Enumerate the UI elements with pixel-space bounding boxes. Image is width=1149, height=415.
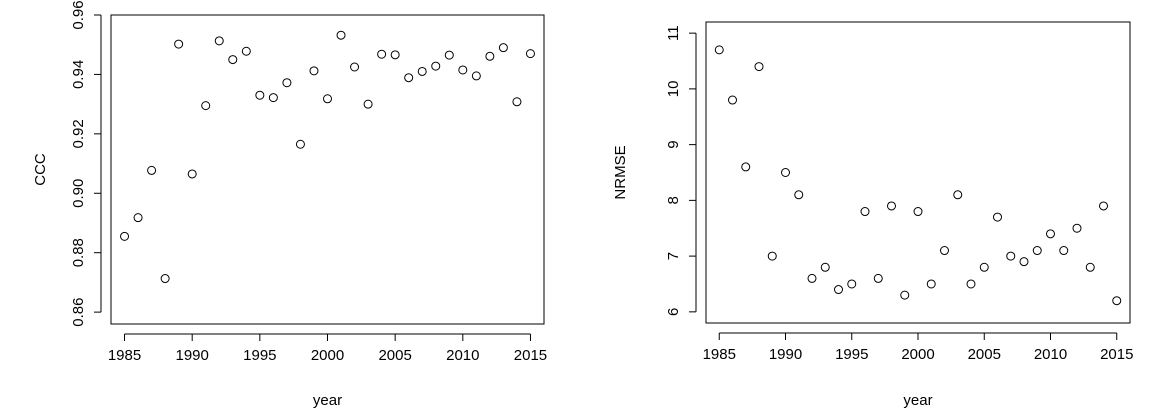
- nrmse-y-axis-label: NRMSE: [612, 145, 629, 199]
- nrmse-data-point: [887, 201, 896, 211]
- ccc-data-point: [498, 43, 508, 53]
- nrmse-data-point: [767, 251, 777, 261]
- ccc-data-point: [512, 97, 522, 107]
- ccc-data-point: [525, 49, 535, 59]
- ccc-y-axis-label: CCC: [32, 153, 49, 186]
- nrmse-y-tick-label: 9: [665, 140, 682, 148]
- nrmse-y-tick-label: 10: [665, 81, 682, 98]
- ccc-data-point: [444, 50, 454, 60]
- ccc-y-tick-label: 0.92: [70, 119, 87, 148]
- nrmse-data-point: [926, 279, 936, 289]
- nrmse-data-point: [940, 246, 949, 256]
- ccc-x-tick-label: 2005: [378, 347, 411, 364]
- nrmse-data-point: [781, 168, 790, 177]
- nrmse-x-tick-label: 1985: [703, 346, 736, 363]
- nrmse-data-point: [1112, 296, 1122, 306]
- ccc-data-point: [363, 99, 373, 109]
- ccc-data-point: [471, 71, 481, 81]
- ccc-data-point: [133, 213, 143, 223]
- ccc-x-tick-label: 1985: [108, 347, 141, 364]
- ccc-data-point: [201, 101, 211, 111]
- nrmse-x-tick-label: 2010: [1034, 346, 1067, 363]
- ccc-data-point: [120, 231, 130, 241]
- ccc-x-tick-label: 1995: [243, 347, 276, 364]
- nrmse-x-axis-label: year: [903, 392, 932, 409]
- nrmse-data-point: [1032, 246, 1042, 256]
- nrmse-data-point: [1019, 257, 1029, 267]
- ccc-data-point: [350, 62, 360, 72]
- ccc-y-tick-label: 0.96: [70, 0, 87, 29]
- nrmse-data-point: [913, 207, 923, 217]
- nrmse-data-point: [820, 262, 830, 272]
- ccc-data-point: [214, 36, 224, 46]
- ccc-x-tick-label: 1990: [176, 347, 209, 364]
- nrmse-plot-frame: [705, 21, 1131, 324]
- nrmse-data-point: [993, 212, 1002, 222]
- ccc-x-tick-label: 2010: [446, 347, 479, 364]
- ccc-y-tick-label: 0.94: [70, 60, 87, 89]
- nrmse-x-tick-label: 1990: [769, 346, 802, 363]
- nrmse-data-point: [754, 62, 764, 72]
- ccc-data-point: [417, 66, 427, 76]
- nrmse-y-tick-label: 8: [665, 196, 682, 204]
- nrmse-data-point: [794, 190, 804, 200]
- nrmse-data-point: [1006, 251, 1016, 261]
- ccc-x-tick-label: 2000: [311, 347, 344, 364]
- ccc-x-tick-label: 2015: [514, 347, 547, 364]
- nrmse-data-point: [1059, 246, 1069, 256]
- nrmse-x-tick-label: 1995: [835, 346, 868, 363]
- nrmse-y-tick-label: 7: [665, 252, 682, 260]
- nrmse-data-point: [1046, 229, 1055, 239]
- ccc-scatter-panel: 1985 1990 1995 2000 2005 2010 2015 0.86 0.88 0.90…: [32, 0, 547, 409]
- ccc-data-point: [241, 46, 251, 56]
- nrmse-data-point: [873, 273, 883, 283]
- nrmse-y-tick-label: 11: [665, 25, 682, 41]
- ccc-data-point: [160, 274, 170, 284]
- nrmse-data-point: [714, 45, 724, 55]
- nrmse-data-point: [1085, 262, 1095, 272]
- ccc-data-point: [431, 61, 441, 71]
- ccc-y-tick-label: 0.88: [70, 238, 87, 267]
- nrmse-data-point: [834, 285, 843, 295]
- ccc-x-axis-label: year: [313, 392, 342, 409]
- ccc-data-point: [390, 50, 400, 60]
- nrmse-data-point: [900, 290, 910, 300]
- ccc-data-point: [147, 165, 157, 175]
- nrmse-data-point: [741, 162, 751, 172]
- nrmse-scatter-panel: 1985 1990 1995 2000 2005 2010 2015 6 7 8 9 10 11 year…: [612, 21, 1133, 409]
- nrmse-data-point: [847, 279, 857, 289]
- ccc-data-point: [174, 39, 184, 49]
- ccc-data-point: [377, 49, 387, 59]
- ccc-data-point: [228, 55, 238, 65]
- ccc-y-tick-label: 0.86: [70, 298, 87, 327]
- ccc-data-point: [187, 169, 197, 179]
- ccc-data-point: [323, 94, 332, 104]
- ccc-data-point: [282, 78, 292, 88]
- nrmse-data-point: [1072, 223, 1082, 233]
- ccc-data-point: [255, 90, 265, 100]
- nrmse-data-point: [1099, 201, 1108, 211]
- ccc-data-point: [295, 139, 305, 149]
- ccc-data-point: [458, 65, 468, 75]
- nrmse-x-tick-label: 2015: [1100, 346, 1133, 363]
- nrmse-data-point: [953, 190, 963, 200]
- nrmse-x-tick-label: 2000: [901, 346, 934, 363]
- ccc-data-point: [336, 30, 346, 40]
- nrmse-data-point: [860, 207, 870, 217]
- nrmse-data-point: [807, 273, 817, 283]
- ccc-data-point: [309, 66, 319, 76]
- ccc-data-point: [485, 51, 495, 61]
- nrmse-data-point: [728, 95, 737, 105]
- ccc-y-tick-label: 0.90: [70, 179, 87, 208]
- nrmse-y-tick-label: 6: [665, 308, 682, 316]
- nrmse-x-tick-label: 2005: [968, 346, 1001, 363]
- ccc-data-point: [404, 73, 414, 83]
- nrmse-data-point: [979, 262, 989, 272]
- nrmse-data-point: [966, 279, 976, 289]
- ccc-data-point: [268, 93, 278, 103]
- ccc-plot-frame: [110, 14, 545, 325]
